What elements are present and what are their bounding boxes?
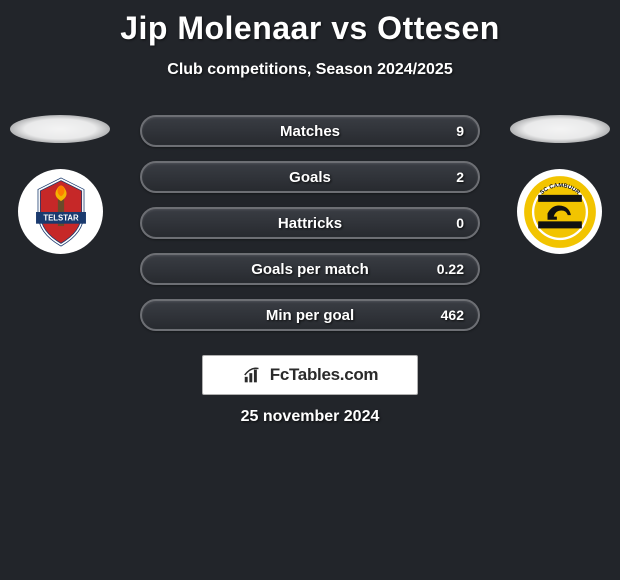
stat-label: Goals bbox=[289, 169, 331, 186]
page-title: Jip Molenaar vs Ottesen bbox=[0, 0, 620, 47]
club-badge-right: SC CAMBUUR bbox=[517, 169, 602, 254]
stats-column: Matches 9 Goals 2 Hattricks 0 Goals per … bbox=[140, 115, 480, 345]
date-text: 25 november 2024 bbox=[241, 408, 380, 426]
footer-brand-box: FcTables.com bbox=[202, 355, 418, 395]
cambuur-crest-icon: SC CAMBUUR bbox=[521, 173, 599, 251]
stat-label: Hattricks bbox=[278, 215, 342, 232]
subtitle: Club competitions, Season 2024/2025 bbox=[0, 61, 620, 79]
stat-label: Goals per match bbox=[251, 261, 369, 278]
stat-label: Min per goal bbox=[266, 307, 354, 324]
telstar-crest-icon: TELSTAR bbox=[22, 173, 100, 251]
stat-row-min-per-goal: Min per goal 462 bbox=[140, 299, 480, 331]
stat-value-right: 0 bbox=[456, 215, 464, 231]
stat-row-hattricks: Hattricks 0 bbox=[140, 207, 480, 239]
stat-value-right: 0.22 bbox=[437, 261, 464, 277]
stat-value-right: 9 bbox=[456, 123, 464, 139]
stat-value-right: 2 bbox=[456, 169, 464, 185]
club-badge-left: TELSTAR bbox=[18, 169, 103, 254]
stat-value-right: 462 bbox=[441, 307, 464, 323]
svg-text:TELSTAR: TELSTAR bbox=[43, 213, 79, 222]
stat-label: Matches bbox=[280, 123, 340, 140]
stat-row-goals: Goals 2 bbox=[140, 161, 480, 193]
stat-row-goals-per-match: Goals per match 0.22 bbox=[140, 253, 480, 285]
stat-row-matches: Matches 9 bbox=[140, 115, 480, 147]
bar-chart-icon bbox=[242, 364, 264, 386]
footer-brand-text: FcTables.com bbox=[270, 365, 379, 385]
platform-right bbox=[510, 115, 610, 143]
platform-left bbox=[10, 115, 110, 143]
